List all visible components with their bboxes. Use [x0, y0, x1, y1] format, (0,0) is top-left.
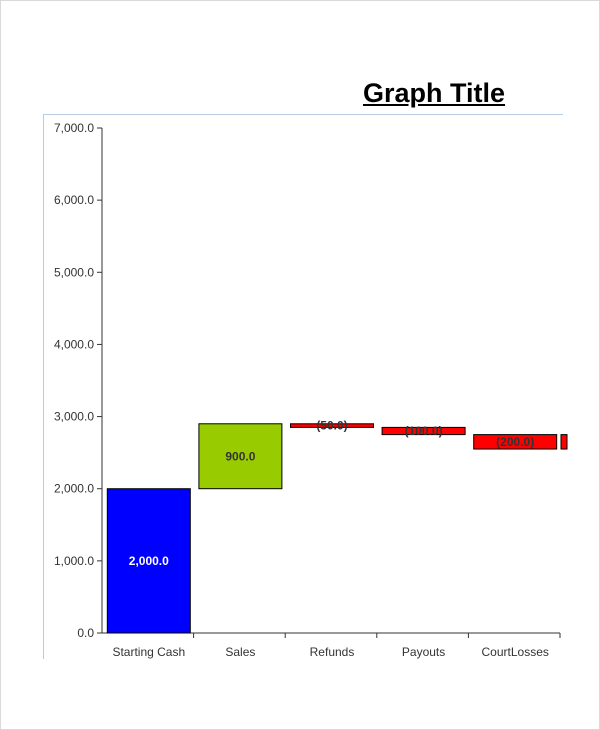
- bar-value-label: 2,000.0: [129, 554, 169, 568]
- waterfall-bar: [198, 423, 283, 490]
- bar-value-label: (100.0): [405, 424, 443, 438]
- y-tick-label: 4,000.0: [54, 337, 94, 351]
- waterfall-bar: [473, 434, 558, 450]
- y-tick-label: 6,000.0: [54, 193, 94, 207]
- y-tick-label: 3,000.0: [54, 410, 94, 424]
- waterfall-bar: [381, 426, 466, 436]
- x-category-label: Starting Cash: [112, 645, 185, 659]
- y-tick-label: 7,000.0: [54, 121, 94, 135]
- x-category-label: CourtLosses: [482, 645, 549, 659]
- bar-value-label: (50.0): [316, 419, 347, 433]
- waterfall-bar: [290, 423, 374, 428]
- x-category-label: Payouts: [402, 645, 445, 659]
- bar-value-label: (200.0): [496, 435, 534, 449]
- y-tick-label: 5,000.0: [54, 265, 94, 279]
- plot-area-border: [43, 114, 563, 659]
- chart-title: Graph Title: [363, 78, 506, 108]
- y-tick-label: 0.0: [77, 626, 94, 640]
- partial-bar: [560, 434, 568, 450]
- x-category-label: Refunds: [310, 645, 355, 659]
- y-tick-label: 1,000.0: [54, 554, 94, 568]
- x-category-label: Sales: [225, 645, 255, 659]
- y-tick-label: 2,000.0: [54, 482, 94, 496]
- bar-value-label: 900.0: [225, 449, 255, 463]
- waterfall-bar: [106, 488, 191, 634]
